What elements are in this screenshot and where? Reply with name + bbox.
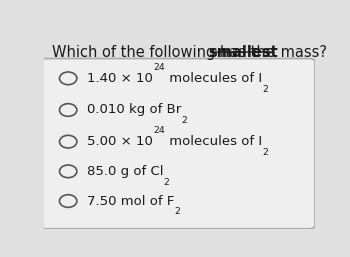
FancyBboxPatch shape [41,59,315,229]
Text: 2: 2 [175,207,180,216]
Text: 2: 2 [262,148,268,157]
Text: 0.010 kg of Br: 0.010 kg of Br [87,104,181,116]
Text: mass?: mass? [276,45,327,60]
Text: 24: 24 [153,126,165,135]
Text: 7.50 mol of F: 7.50 mol of F [87,195,175,207]
Text: 2: 2 [164,178,169,187]
Text: 24: 24 [153,63,165,72]
Text: 85.0 g of Cl: 85.0 g of Cl [87,165,164,178]
Text: 2: 2 [181,116,187,125]
Text: 1.40 × 10: 1.40 × 10 [87,72,153,85]
Text: 2: 2 [262,85,268,94]
Text: Which of the following has the: Which of the following has the [52,45,279,60]
Text: 5.00 × 10: 5.00 × 10 [87,135,153,148]
Text: molecules of I: molecules of I [165,72,262,85]
Text: smallest: smallest [208,45,278,60]
Text: molecules of I: molecules of I [165,135,262,148]
